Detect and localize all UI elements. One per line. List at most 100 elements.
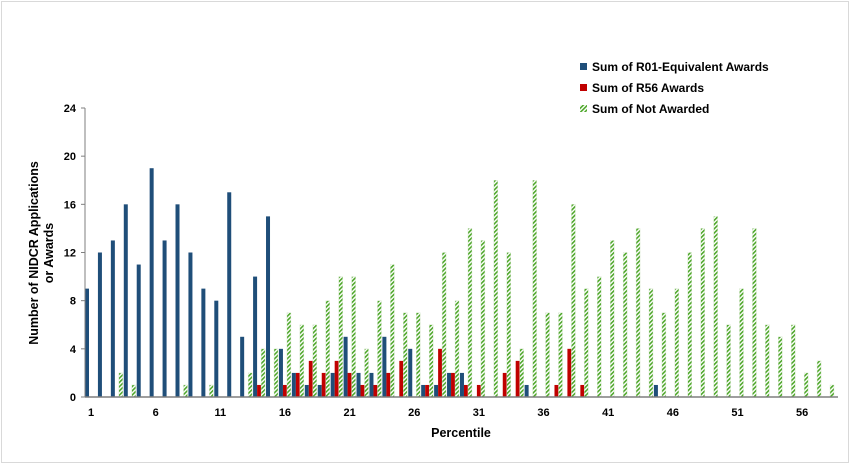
bar-r56 (567, 348, 572, 397)
bar-not-awarded (351, 276, 356, 398)
bar-not-awarded (131, 384, 136, 398)
bar-not-awarded (778, 336, 783, 398)
bar-r56 (321, 372, 326, 397)
y-tick-label: 24 (64, 103, 77, 115)
x-tick-label: 11 (214, 407, 226, 419)
bar-r56 (257, 384, 262, 397)
x-tick-label: 46 (667, 407, 679, 419)
bar-not-awarded (273, 348, 279, 398)
x-tick-label: 26 (408, 407, 420, 419)
x-tick-label: 56 (796, 407, 808, 419)
y-tick-label: 20 (64, 151, 76, 163)
bar-not-awarded (791, 324, 796, 398)
bar-not-awarded (648, 288, 654, 398)
bar-not-awarded (584, 288, 589, 398)
bar-not-awarded (622, 252, 628, 398)
bar-r56 (451, 372, 456, 397)
bar-r56 (502, 372, 507, 397)
legend-swatch-r56 (580, 84, 587, 91)
bar-r01-equivalent (266, 216, 271, 397)
bar-not-awarded (558, 312, 563, 398)
bar-not-awarded (286, 312, 292, 398)
x-tick-label: 31 (473, 407, 485, 419)
y-tick-label: 12 (64, 248, 76, 260)
bar-not-awarded (661, 312, 667, 398)
y-tick-label: 4 (70, 344, 77, 356)
bars-group (85, 168, 835, 398)
bar-r56 (360, 384, 365, 397)
bar-not-awarded (687, 252, 692, 398)
bar-not-awarded (545, 312, 550, 398)
x-axis-label: Percentile (431, 426, 491, 440)
bar-not-awarded (183, 384, 188, 398)
x-tick-label: 21 (343, 407, 355, 419)
bar-not-awarded (209, 384, 214, 398)
bar-r01-equivalent (408, 348, 413, 397)
bar-r01-equivalent (85, 288, 89, 397)
bar-r56 (463, 384, 468, 397)
legend-label-r01: Sum of R01-Equivalent Awards (592, 60, 769, 74)
bar-r01-equivalent (459, 372, 464, 397)
bar-not-awarded (403, 312, 408, 398)
bar-not-awarded (312, 324, 318, 398)
bar-not-awarded (765, 324, 770, 398)
y-axis-label: Number of NIDCR Applications or Awards (27, 161, 56, 345)
bar-not-awarded (260, 348, 266, 398)
bar-not-awarded (597, 276, 602, 398)
bar-not-awarded (338, 276, 343, 398)
bar-not-awarded (674, 288, 680, 398)
bar-not-awarded (118, 372, 124, 398)
bar-r56 (282, 384, 287, 397)
bar-r01-equivalent (421, 384, 426, 397)
bar-r01-equivalent (343, 336, 348, 397)
bar-r56 (515, 360, 520, 397)
x-tick-label: 36 (537, 407, 549, 419)
bar-r01-equivalent (291, 372, 296, 397)
bar-not-awarded (493, 180, 499, 398)
bar-r01-equivalent (201, 288, 206, 397)
y-tick-label: 8 (70, 296, 76, 308)
bar-r56 (554, 384, 559, 397)
y-axis-label-line-1: Number of NIDCR Applications (27, 161, 41, 345)
bar-r01-equivalent (369, 372, 374, 397)
bar-not-awarded (816, 360, 822, 398)
bar-r01-equivalent (240, 336, 245, 397)
bar-r01-equivalent (447, 372, 452, 397)
bar-r01-equivalent (524, 384, 529, 397)
bar-not-awarded (752, 228, 757, 398)
bar-r56 (438, 348, 443, 397)
bar-not-awarded (247, 372, 253, 398)
bar-not-awarded (532, 180, 537, 398)
x-tick-label: 6 (153, 407, 159, 419)
bar-not-awarded (467, 228, 473, 398)
bar-not-awarded (480, 240, 486, 398)
bar-not-awarded (739, 288, 744, 398)
bar-r01-equivalent (97, 252, 102, 397)
bar-not-awarded (377, 300, 382, 398)
bar-not-awarded (506, 252, 511, 398)
bar-not-awarded (364, 348, 369, 398)
bar-r56 (308, 360, 313, 397)
legend: Sum of R01-Equivalent Awards Sum of R56 … (580, 60, 769, 116)
y-axis-label-line-2: or Awards (42, 223, 56, 283)
bar-r56 (386, 372, 391, 397)
bar-r01-equivalent (136, 264, 141, 397)
bar-not-awarded (610, 240, 615, 398)
bar-r01-equivalent (317, 384, 322, 397)
y-ticks: 0 4 8 12 16 20 24 (64, 103, 85, 404)
bar-r56 (476, 384, 481, 397)
bar-not-awarded (428, 324, 434, 398)
bar-not-awarded (635, 228, 641, 398)
bar-r01-equivalent (175, 204, 180, 397)
bar-r01-equivalent (110, 240, 115, 397)
x-tick-label: 16 (279, 407, 291, 419)
x-tick-label: 51 (731, 407, 743, 419)
bar-r01-equivalent (149, 168, 154, 397)
bar-r56 (295, 372, 300, 397)
bar-r01-equivalent (162, 240, 167, 397)
bar-r56 (580, 384, 585, 397)
bar-not-awarded (325, 300, 330, 398)
bar-r01-equivalent (330, 372, 335, 397)
